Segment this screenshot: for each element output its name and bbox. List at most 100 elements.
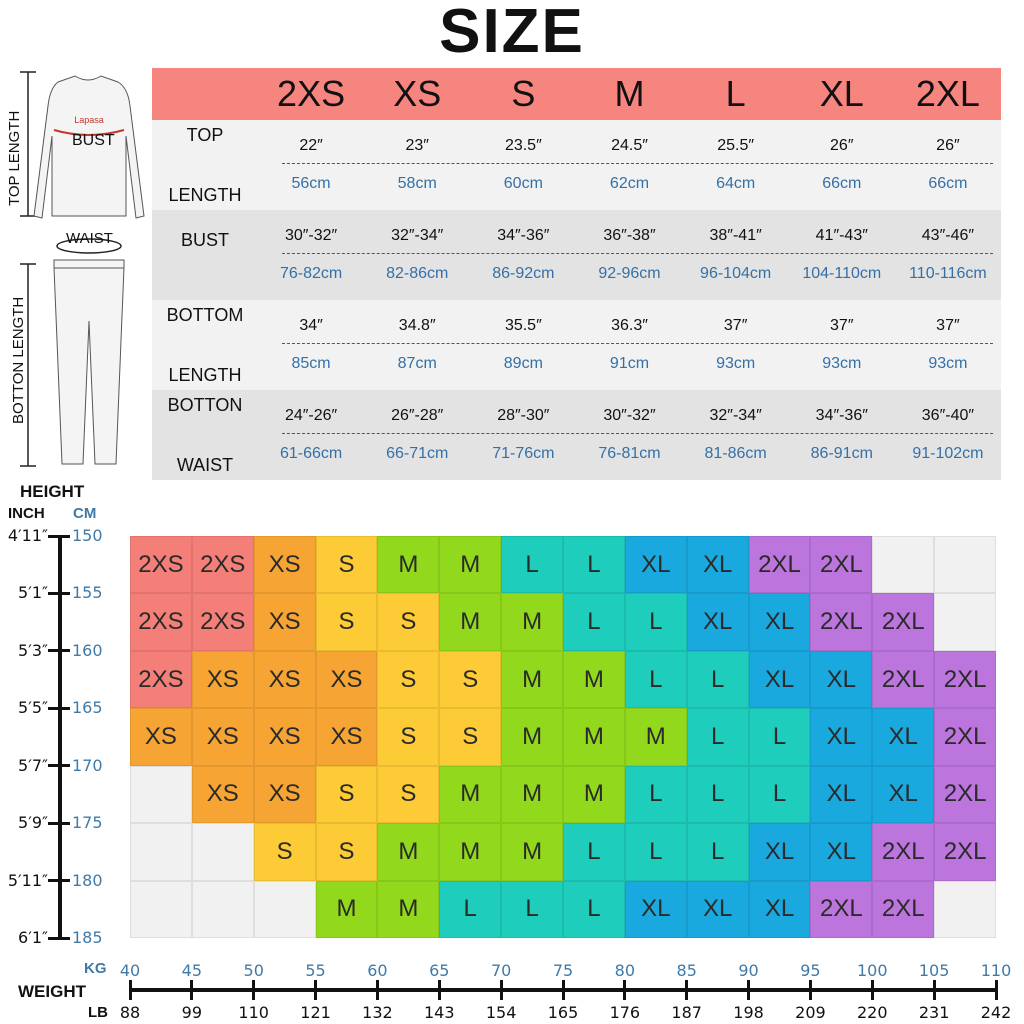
dashed-divider	[282, 343, 993, 345]
weight-tick	[870, 980, 874, 1000]
row-label: TOP LENGTH	[152, 120, 258, 210]
weight-kg-label: 60	[367, 961, 388, 980]
measurement-cell: 32″-34″ 81-86cm	[683, 390, 789, 480]
cm-value: 85cm	[291, 355, 331, 372]
height-tick	[48, 534, 70, 538]
weight-tick	[623, 980, 627, 1000]
size-grid-cell: L	[439, 880, 502, 938]
size-grid-cell: L	[563, 593, 625, 651]
height-tick	[48, 591, 70, 595]
inch-value: 34.8″	[398, 317, 436, 334]
weight-kg-label: 90	[738, 961, 759, 980]
weight-tick	[808, 980, 812, 1000]
size-header: M	[614, 73, 645, 114]
size-grid-cell: 2XS	[191, 593, 254, 651]
cm-value: 66-71cm	[386, 445, 449, 462]
size-grid-cell: 2XS	[130, 593, 192, 651]
size-grid-cell: XL	[748, 880, 811, 938]
size-grid-cell: M	[501, 708, 563, 766]
size-grid-cell: XS	[191, 708, 254, 766]
height-cm-label: 170	[72, 755, 103, 775]
size-grid-cell: L	[686, 823, 749, 881]
size-grid-cell: 2XL	[810, 593, 873, 651]
height-inch-label: 5′7″	[18, 755, 48, 775]
measurement-row: BUST 30″-32″ 76-82cm 32″-34″ 82-86cm 34″-36″ 8…	[152, 210, 1001, 300]
inch-value: 32″-34″	[391, 227, 444, 244]
height-cm-label: 165	[72, 698, 103, 718]
inch-value: 34″-36″	[497, 227, 550, 244]
size-grid-cell: XS	[253, 536, 316, 594]
measurement-cell: 34.8″ 87cm	[364, 300, 470, 390]
weight-lb-label: 242	[980, 1003, 1012, 1022]
size-grid-cell: M	[624, 708, 687, 766]
size-grid-cell: 2XL	[934, 823, 996, 881]
size-grid-cell: 2XL	[810, 536, 873, 594]
measurement-cell: 34″-36″ 86-91cm	[789, 390, 895, 480]
row-label-line: TOP	[186, 125, 224, 145]
measurement-cells: 24″-26″ 61-66cm 26″-28″ 66-71cm 28″-30″ 71-76…	[258, 390, 1001, 480]
measurement-cell: 38″-41″ 96-104cm	[683, 210, 789, 300]
height-cm-label: 185	[72, 928, 103, 947]
weight-tick	[932, 980, 936, 1000]
weight-kg-label: 100	[857, 961, 888, 980]
measurement-cell: 34″-36″ 86-92cm	[470, 210, 576, 300]
size-grid-cell: XL	[624, 536, 687, 594]
cm-value: 61-66cm	[279, 445, 343, 462]
row-label-line: BOTTOM	[166, 305, 244, 325]
size-grid-cell: 2XL	[934, 650, 996, 709]
row-label: BOTTON WAIST	[152, 390, 258, 480]
weight-tick	[252, 980, 256, 1000]
measurement-cell: 26″-28″ 66-71cm	[364, 390, 470, 480]
top-length-label: TOP LENGTH	[6, 110, 23, 206]
measurement-cells: 22″ 56cm 23″ 58cm 23.5″ 60cm 24.5″ 62cm 25.5″ 64c…	[258, 120, 1001, 210]
size-grid-cell: XS	[191, 765, 254, 824]
inch-value: 24″-26″	[284, 407, 338, 424]
measurement-cell: 28″-30″ 71-76cm	[470, 390, 576, 480]
dashed-divider	[282, 163, 993, 165]
weight-kg-label: 80	[614, 961, 636, 980]
size-grid-cell	[872, 536, 935, 594]
size-grid-cell: L	[624, 823, 687, 881]
size-grid-cell: M	[563, 650, 625, 709]
size-grid-cell: S	[315, 536, 378, 594]
size-header: 2XS	[277, 73, 346, 114]
inch-value: 41″-43″	[815, 227, 868, 244]
height-cm-label: 155	[72, 583, 103, 603]
row-label-line: BUST	[180, 230, 229, 250]
weight-tick	[375, 980, 379, 1000]
measurement-cell: 23.5″ 60cm	[470, 120, 576, 210]
cm-value: 66cm	[928, 175, 968, 192]
size-grid-cell: M	[377, 880, 440, 938]
size-grid-cell	[130, 880, 192, 938]
size-header-row: 2XS XS S M L XL 2XL	[152, 68, 1001, 120]
size-grid-cell: XS	[191, 650, 254, 709]
size-grid-cell: XL	[810, 708, 873, 766]
size-recommendation-grid: 2XS 2XS XS S M M L L XL XL 2XL 2XL 2XS 2XS XS S S M M L L XL X…	[130, 536, 996, 938]
size-grid-cell	[934, 536, 996, 594]
size-grid-cell: XS	[253, 593, 316, 651]
size-grid-cell: XL	[872, 708, 935, 766]
inch-value: 34″-36″	[815, 407, 868, 424]
size-grid-cell: L	[748, 765, 811, 824]
height-inch-label: 5′11″	[7, 870, 48, 890]
size-grid-cell: XS	[253, 708, 316, 766]
size-grid-cell: M	[439, 593, 502, 651]
weight-kg-label: 55	[305, 961, 326, 980]
height-tick	[48, 649, 70, 653]
size-grid-cell: XS	[315, 708, 378, 766]
height-axis-title: HEIGHT	[20, 482, 85, 501]
height-inch-label: 5′5″	[18, 698, 48, 718]
cm-unit-label: CM	[73, 505, 97, 522]
cm-value: 66cm	[822, 175, 862, 192]
size-grid-cell	[253, 880, 316, 938]
weight-lb-label: 154	[485, 1003, 517, 1022]
weight-lb-label: 209	[795, 1003, 826, 1022]
measurement-row: TOP LENGTH 22″ 56cm 23″ 58cm 23.5″ 60cm 24.5″ 62c…	[152, 120, 1001, 210]
measurement-cell: 32″-34″ 82-86cm	[364, 210, 470, 300]
size-grid-cell: 2XS	[130, 650, 192, 709]
weight-lb-label: 88	[119, 1003, 141, 1022]
size-grid-cell: S	[253, 823, 316, 881]
size-grid-cell: XL	[686, 536, 749, 594]
weight-kg-label: 50	[243, 961, 264, 980]
size-grid-cell: M	[563, 765, 625, 824]
